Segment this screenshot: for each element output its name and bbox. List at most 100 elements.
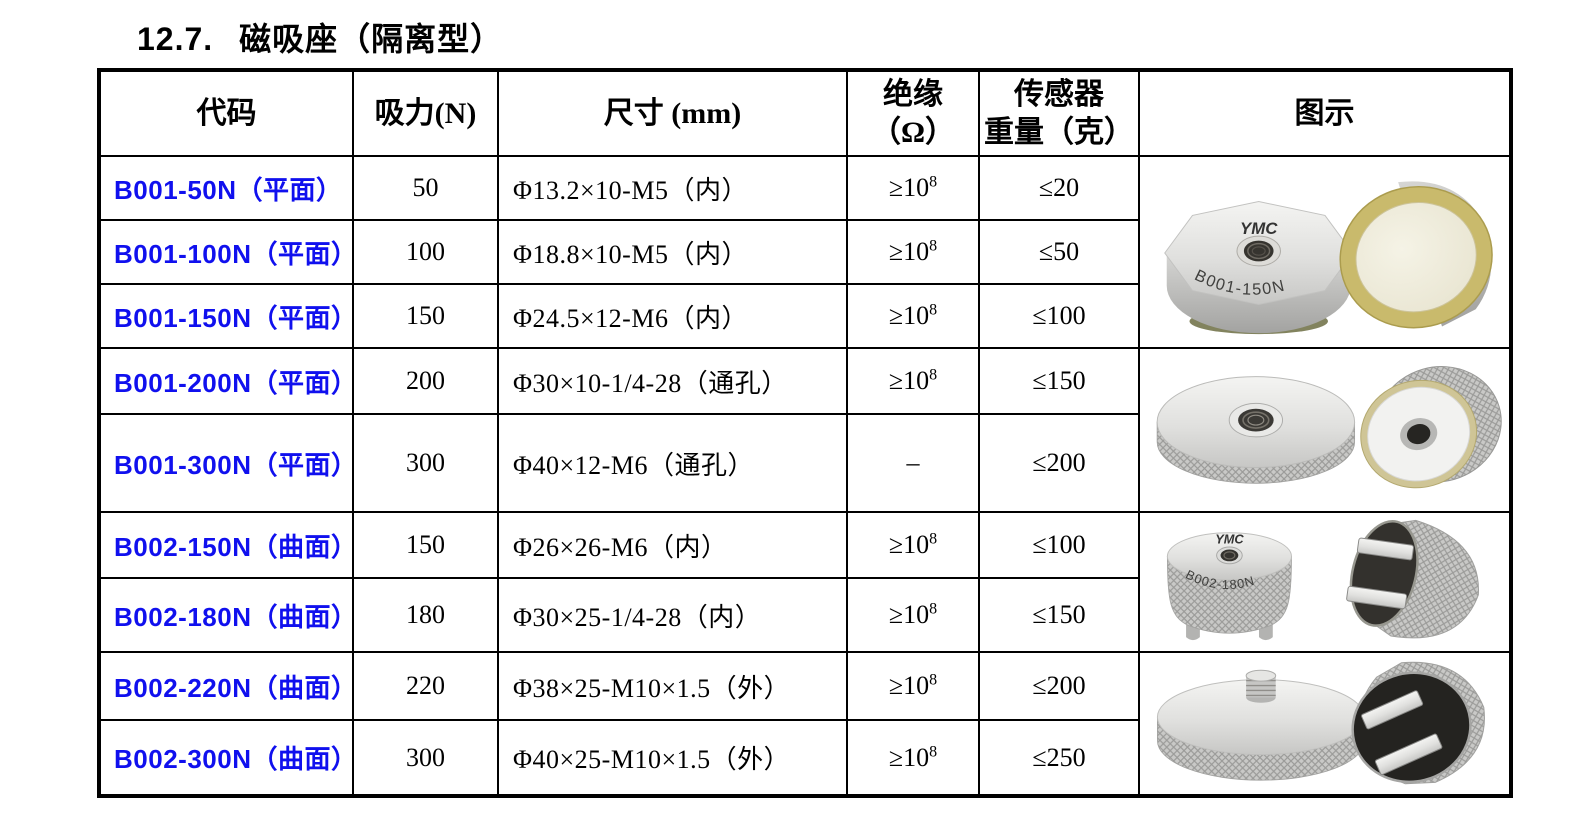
insulation-cell: ≥108 — [846, 719, 980, 797]
insulation-value: ≥10 — [888, 742, 930, 772]
header-insulation-line1: 绝缘 — [883, 77, 943, 111]
weight-cell: ≤250 — [978, 719, 1140, 797]
table-row: B002-150N（曲面） 150 Φ26×26-M6（内） ≥108 ≤100 — [98, 511, 1512, 653]
weight-cell: ≤150 — [978, 577, 1140, 653]
force-cell: 150 — [352, 283, 499, 349]
size-cell: Φ24.5×12-M6（内） — [497, 283, 848, 349]
weight-cell: ≤100 — [978, 283, 1140, 349]
header-size: 尺寸 (mm) — [497, 69, 848, 157]
ymc-logo-text: YMC — [1240, 219, 1278, 238]
ymc-logo-text: YMC — [1215, 532, 1244, 547]
code-cell: B002-220N（曲面） — [98, 651, 354, 721]
force-cell: 300 — [352, 719, 499, 797]
insulation-value: – — [906, 448, 920, 477]
section-number: 12.7. — [137, 21, 214, 57]
insulation-exponent: 8 — [929, 742, 938, 760]
header-row: 代码 吸力(N) 尺寸 (mm) 绝缘 （Ω） 传感器 重量（克） 图示 — [98, 69, 1512, 157]
code-cell: B002-180N（曲面） — [98, 577, 354, 653]
photo-b002-mount: YMC B002-180N — [1166, 519, 1479, 641]
insulation-value: ≥10 — [888, 301, 930, 330]
weight-cell: ≤200 — [978, 413, 1140, 513]
insulation-exponent: 8 — [929, 366, 938, 384]
weight-cell: ≤200 — [978, 651, 1140, 721]
insulation-cell: ≥108 — [846, 577, 980, 653]
size-cell: Φ18.8×10-M5（内） — [497, 219, 848, 285]
insulation-exponent: 8 — [929, 530, 938, 548]
header-image: 图示 — [1138, 69, 1512, 157]
photo-b002-top-view: YMC B002-180N — [1166, 532, 1292, 641]
code-cell: B002-150N（曲面） — [98, 511, 354, 579]
header-weight: 传感器 重量（克） — [978, 69, 1140, 157]
force-cell: 50 — [352, 155, 499, 221]
photo-b001-top-view: YMC B001-150N — [1163, 201, 1353, 335]
table-row: B001-150N（平面） 150 Φ24.5×12-M6（内） ≥108 ≤1… — [98, 283, 1511, 349]
image-cell-b001-knurled — [1138, 347, 1512, 513]
force-cell: 100 — [352, 219, 499, 285]
table-row: B002-300N（曲面） 300 Φ40×25-M10×1.5（外） ≥108… — [98, 719, 1511, 797]
header-insulation: 绝缘 （Ω） — [846, 69, 980, 157]
force-cell: 200 — [352, 347, 499, 415]
section-title-text: 磁吸座（隔离型） — [239, 21, 504, 57]
photo-knurled-top-view — [1156, 376, 1355, 484]
code-cell: B001-200N（平面） — [98, 347, 354, 415]
page-title: 12.7. 磁吸座（隔离型） — [137, 14, 503, 60]
size-cell: Φ13.2×10-M5（内） — [497, 155, 848, 221]
photo-b001-knurled-mount — [1156, 366, 1502, 489]
insulation-value: ≥10 — [888, 237, 930, 266]
photo-b002-stud-mount — [1156, 661, 1485, 784]
code-cell: B001-300N（平面） — [98, 413, 354, 513]
insulation-value: ≥10 — [888, 671, 930, 700]
insulation-exponent: 8 — [929, 301, 938, 319]
photo-knurled-bottom-view — [1359, 366, 1502, 489]
code-cell: B001-100N（平面） — [98, 219, 354, 285]
size-cell: Φ30×10-1/4-28（通孔） — [497, 347, 848, 415]
table-row: B002-180N（曲面） 180 Φ30×25-1/4-28（内） ≥108 … — [98, 577, 1511, 653]
weight-cell: ≤100 — [978, 511, 1140, 579]
size-cell: Φ26×26-M6（内） — [497, 511, 848, 579]
weight-cell: ≤20 — [978, 155, 1140, 221]
code-cell: B002-300N（曲面） — [98, 719, 354, 797]
insulation-exponent: 8 — [929, 173, 938, 191]
header-insulation-line2: （Ω） — [870, 115, 956, 149]
spec-table: 代码 吸力(N) 尺寸 (mm) 绝缘 （Ω） 传感器 重量（克） 图示 B00… — [97, 68, 1513, 798]
insulation-exponent: 8 — [929, 237, 938, 255]
size-cell: Φ30×25-1/4-28（内） — [497, 577, 848, 653]
photo-b001-mount: YMC B001-150N — [1163, 181, 1493, 335]
insulation-value: ≥10 — [888, 173, 930, 202]
insulation-exponent: 8 — [929, 600, 938, 618]
insulation-cell: ≥108 — [846, 219, 980, 285]
force-cell: 150 — [352, 511, 499, 579]
table-row: B001-100N（平面） 100 Φ18.8×10-M5（内） ≥108 ≤5… — [98, 219, 1511, 285]
header-force: 吸力(N) — [352, 69, 499, 157]
insulation-value: ≥10 — [888, 366, 930, 395]
weight-cell: ≤150 — [978, 347, 1140, 415]
insulation-cell: ≥108 — [846, 347, 980, 415]
table-row: B001-50N（平面） 50 Φ13.2×10-M5（内） ≥108 ≤20 — [98, 155, 1512, 349]
image-cell-b002-curved: YMC B002-180N — [1138, 511, 1512, 653]
image-cell-b002-stud — [1138, 651, 1512, 797]
photo-stud-top-view — [1156, 669, 1365, 781]
weight-cell: ≤50 — [978, 219, 1140, 285]
photo-b002-bottom-view — [1345, 519, 1479, 639]
photo-b001-bottom-view — [1338, 181, 1493, 329]
insulation-value: ≥10 — [888, 600, 930, 629]
image-cell-b001-flat: YMC B001-150N — [1138, 155, 1512, 349]
table-row: B002-220N（曲面） 220 Φ38×25-M10×1.5（外） ≥108… — [98, 651, 1512, 797]
table-row: B001-200N（平面） 200 Φ30×10-1/4-28（通孔） ≥108… — [98, 347, 1512, 513]
header-weight-line2: 重量（克） — [984, 115, 1134, 149]
force-cell: 300 — [352, 413, 499, 513]
force-cell: 180 — [352, 577, 499, 653]
table-row: B001-300N（平面） 300 Φ40×12-M6（通孔） – ≤200 — [98, 413, 1511, 513]
force-cell: 220 — [352, 651, 499, 721]
insulation-cell: ≥108 — [846, 651, 980, 721]
code-cell: B001-150N（平面） — [98, 283, 354, 349]
insulation-cell: ≥108 — [846, 511, 980, 579]
header-weight-line1: 传感器 — [1014, 77, 1104, 111]
insulation-value: ≥10 — [888, 530, 930, 559]
size-cell: Φ40×12-M6（通孔） — [497, 413, 848, 513]
insulation-cell: ≥108 — [846, 283, 980, 349]
insulation-cell: ≥108 — [846, 155, 980, 221]
insulation-exponent: 8 — [929, 671, 938, 689]
code-cell: B001-50N（平面） — [98, 155, 354, 221]
